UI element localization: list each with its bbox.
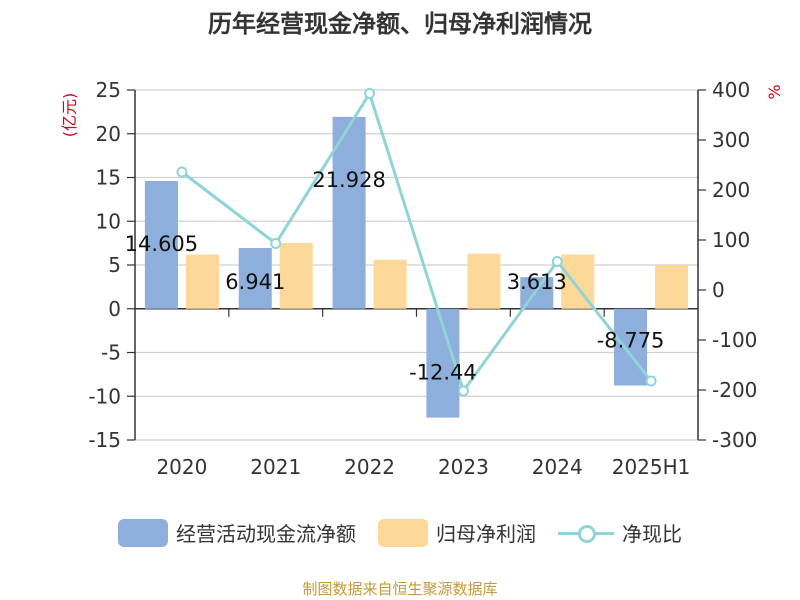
y-right-tick-label: 200 [712, 178, 750, 202]
legend-label-profit: 归母净利润 [436, 522, 536, 546]
y-left-tick-label: 15 [96, 166, 121, 190]
legend-swatch-cash [118, 518, 168, 547]
bar-profit [467, 253, 501, 309]
y-left-tick-label: 5 [108, 253, 121, 277]
y-right-tick-label: 100 [712, 228, 750, 252]
legend-swatch-ratio [558, 519, 614, 547]
chart-title: 历年经营现金净额、归母净利润情况 [208, 10, 592, 38]
legend-item-cash[interactable]: 经营活动现金流净额 [118, 518, 356, 547]
data-label-cash: -8.775 [597, 329, 665, 353]
y-left-tick-label: 10 [96, 209, 121, 233]
y-right-tick-label: 300 [712, 128, 750, 152]
y-left-axis-label: (亿元) [60, 93, 79, 138]
line-ratio-point [270, 238, 282, 249]
data-label-cash: 3.613 [507, 270, 567, 294]
y-right-axis-label: % [765, 84, 784, 99]
x-tick-label: 2022 [344, 455, 395, 479]
bar-cash [614, 308, 648, 386]
y-right-tick-label: -300 [712, 428, 757, 452]
x-tick-label: 2021 [250, 455, 301, 479]
y-left-tick-label: 0 [108, 297, 121, 321]
bar-profit [373, 259, 407, 309]
bar-profit [279, 243, 313, 309]
x-tick-label: 2023 [438, 455, 489, 479]
x-tick-label: 2020 [156, 455, 207, 479]
line-ratio-point [645, 375, 657, 387]
line-ratio-point [457, 385, 469, 397]
line-ratio-point [176, 166, 188, 178]
data-label-cash: 6.941 [225, 270, 285, 294]
y-left-tick-label: -15 [88, 428, 121, 452]
legend-swatch-profit [378, 518, 428, 547]
x-tick-label: 2024 [532, 455, 583, 479]
y-left-tick-label: -10 [88, 384, 121, 408]
y-left-tick-label: 20 [96, 122, 121, 146]
data-source-note: 制图数据来自恒生聚源数据库 [302, 580, 498, 598]
y-right-tick-label: 0 [712, 278, 725, 302]
y-left-tick-label: 25 [96, 78, 121, 102]
bar-profit [185, 254, 219, 309]
bar-profit [655, 265, 689, 309]
x-tick-label: 2025H1 [612, 455, 691, 479]
legend-label-ratio: 净现比 [622, 522, 682, 546]
line-ratio-point [364, 88, 376, 99]
legend-item-ratio[interactable]: 净现比 [558, 518, 682, 547]
bar-cash [238, 248, 272, 309]
data-label-cash: -12.44 [409, 361, 477, 385]
y-left-tick-label: -5 [101, 341, 121, 365]
y-right-tick-label: -200 [712, 378, 757, 402]
line-ratio [181, 89, 653, 395]
bar-cash [332, 116, 366, 309]
bar-cash [144, 180, 178, 309]
legend-item-profit[interactable]: 归母净利润 [378, 518, 536, 547]
y-right-tick-label: 400 [712, 78, 750, 102]
chart-legend: 经营活动现金流净额 归母净利润 净现比 [0, 518, 800, 547]
data-label-cash: 21.928 [312, 168, 385, 192]
y-right-tick-label: -100 [712, 328, 757, 352]
data-label-cash: 14.605 [125, 232, 198, 256]
line-ratio-point [551, 256, 563, 267]
legend-label-cash: 经营活动现金流净额 [176, 522, 356, 546]
